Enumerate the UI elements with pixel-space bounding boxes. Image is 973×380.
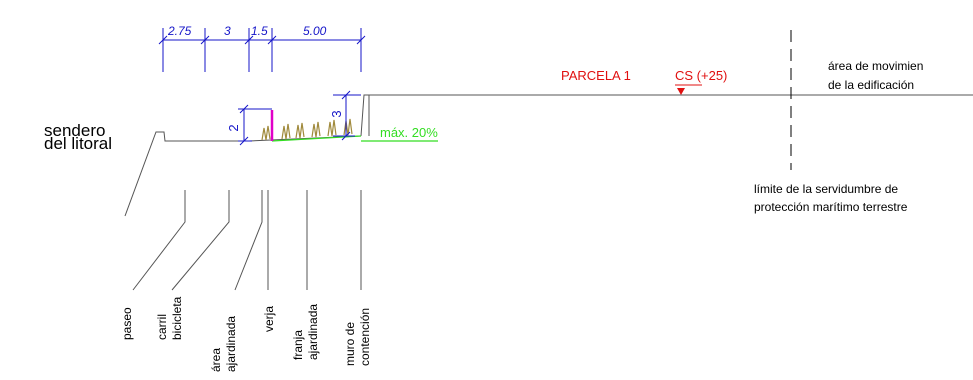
label-carril-text: carril bbox=[155, 314, 169, 340]
label-bicicleta-text: bicicleta bbox=[170, 296, 184, 340]
limite-label-1: límite de la servidumbre de bbox=[754, 182, 898, 196]
ground-profile bbox=[124, 94, 973, 217]
label-area-text: área bbox=[209, 348, 223, 372]
dimension-chain-top bbox=[158, 28, 366, 72]
level-marker-icon bbox=[677, 88, 685, 95]
slope-line bbox=[271, 135, 438, 142]
vegetation bbox=[261, 118, 353, 141]
label-carril-bicicleta: carril bicicleta bbox=[155, 296, 184, 340]
sendero-label-2: del litoral bbox=[44, 134, 112, 153]
dimension-vertical-wall bbox=[333, 90, 361, 141]
dimension-vertical-fence bbox=[238, 104, 272, 146]
dimension-fence-height: 2 bbox=[226, 124, 241, 131]
label-ajardinada-text: ajardinada bbox=[224, 316, 238, 372]
label-ajardinada2-text: ajardinada bbox=[306, 304, 320, 360]
parcel-label: PARCELA 1 bbox=[561, 68, 631, 83]
dimension-franja: 5.00 bbox=[303, 24, 327, 38]
label-paseo: paseo bbox=[120, 307, 134, 340]
limite-label-2: protección marítimo terrestre bbox=[754, 200, 908, 214]
edificacion-label-2: de la edificación bbox=[828, 78, 914, 92]
label-verja-text: verja bbox=[262, 306, 276, 332]
label-verja: verja bbox=[262, 306, 276, 332]
label-muro-text: muro de bbox=[343, 322, 357, 366]
leader-lines bbox=[132, 190, 362, 291]
label-franja-ajardinada: franja ajardinada bbox=[291, 304, 320, 360]
dimension-paseo: 2.75 bbox=[167, 24, 192, 38]
slope-label: máx. 20% bbox=[380, 125, 438, 140]
label-paseo-text: paseo bbox=[120, 307, 134, 340]
edificacion-label-1: área de movimien bbox=[828, 59, 923, 73]
label-area-ajardinada: área ajardinada bbox=[209, 316, 238, 372]
level-label: CS (+25) bbox=[675, 68, 727, 83]
label-franja-text: franja bbox=[291, 330, 305, 360]
dimension-wall-height: 3 bbox=[329, 110, 344, 117]
label-contencion-text: contención bbox=[358, 308, 372, 366]
sendero-label-1: sendero bbox=[44, 121, 105, 140]
dimension-carril: 3 bbox=[224, 24, 231, 38]
label-muro-contencion: muro de contención bbox=[343, 308, 372, 366]
dimension-area: 1.5 bbox=[251, 24, 268, 38]
